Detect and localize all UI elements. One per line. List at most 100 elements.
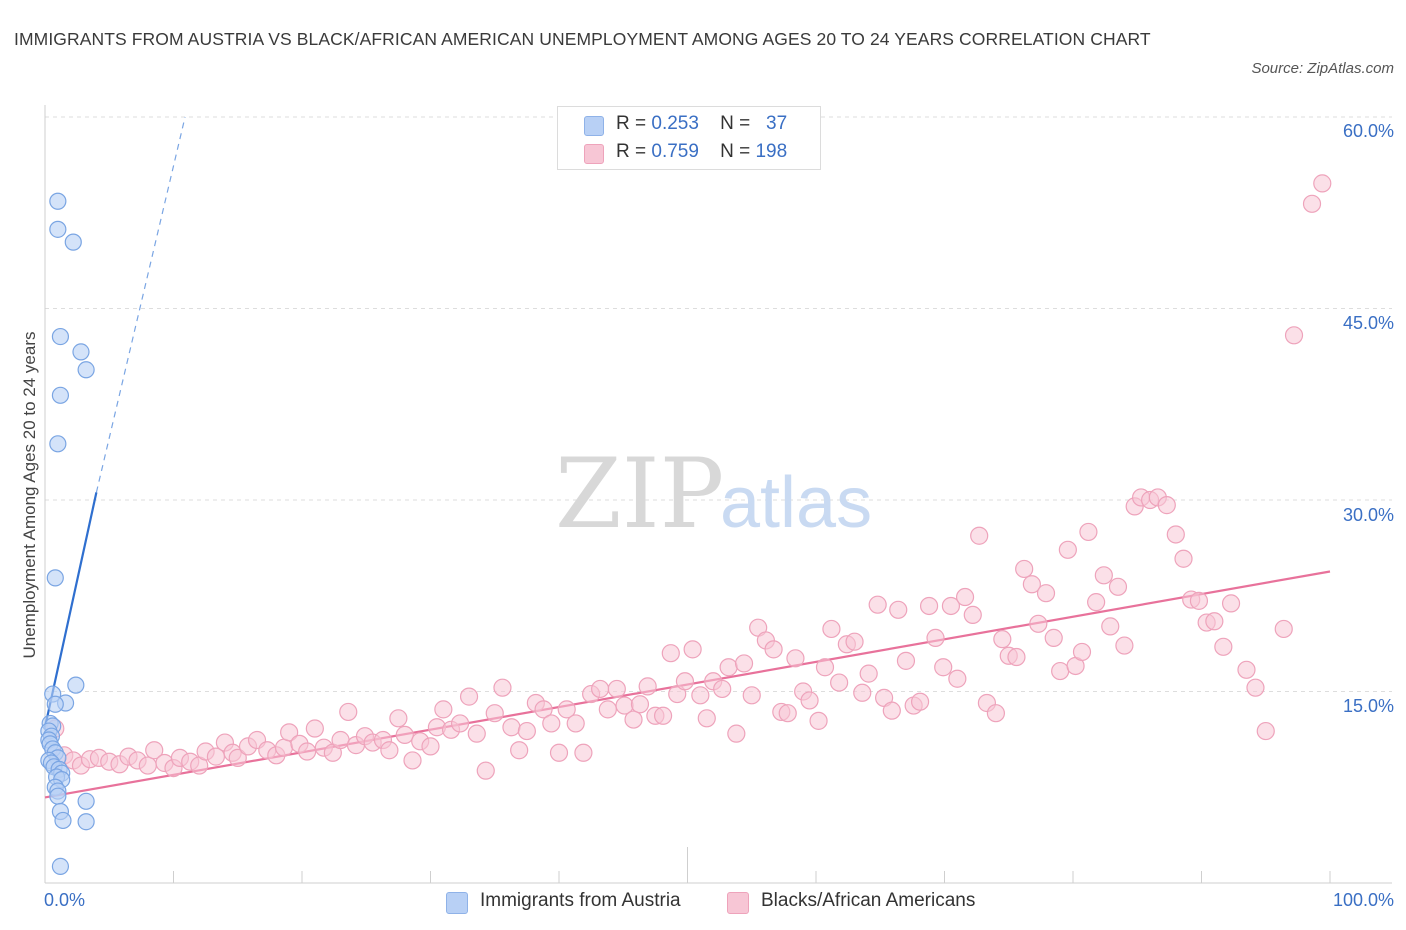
point-austria-9 — [67, 676, 85, 694]
point-black-110 — [926, 628, 945, 647]
point-black-79 — [697, 709, 716, 728]
point-black-93 — [800, 691, 819, 710]
point-black-26 — [274, 738, 294, 757]
point-black-81 — [713, 679, 732, 699]
point-black-56 — [517, 721, 536, 741]
point-black-59 — [542, 714, 561, 733]
point-black-62 — [566, 714, 585, 733]
legend-r-value-black: 0.759 — [651, 141, 699, 162]
point-black-69 — [624, 710, 643, 729]
point-black-154 — [1284, 326, 1304, 345]
point-black-27 — [280, 723, 299, 742]
point-black-73 — [653, 706, 673, 725]
point-black-155 — [1302, 194, 1322, 213]
point-black-141 — [1157, 496, 1176, 515]
point-black-71 — [638, 677, 657, 696]
point-black-94 — [809, 711, 828, 730]
legend-n-value-black: 198 — [755, 141, 788, 162]
point-black-151 — [1246, 678, 1265, 697]
point-austria-5 — [77, 361, 95, 379]
correlation-legend: R = 0.253 N = 37 R = 0.759 N = 198 — [557, 106, 821, 170]
point-black-29 — [298, 742, 317, 761]
point-black-132 — [1087, 593, 1106, 612]
series-black-african-american — [46, 174, 1332, 780]
point-black-142 — [1166, 525, 1185, 544]
point-black-100 — [853, 683, 872, 702]
point-black-97 — [830, 673, 849, 692]
legend-n-value-austria: 37 — [766, 113, 788, 134]
point-black-39 — [380, 741, 399, 760]
legend-n-label: N = — [720, 141, 751, 162]
source-label: Source: ZipAtlas.com — [1251, 60, 1394, 77]
point-black-109 — [919, 596, 939, 616]
point-black-101 — [859, 664, 878, 683]
point-black-42 — [403, 751, 422, 770]
legend-swatch-black — [584, 144, 604, 164]
point-black-55 — [510, 741, 529, 760]
point-black-51 — [476, 761, 495, 780]
point-austria-8 — [46, 569, 64, 587]
point-black-128 — [1058, 540, 1077, 559]
point-austria-1 — [49, 220, 67, 238]
legend-r-label: R = — [616, 141, 647, 162]
point-black-122 — [1015, 559, 1034, 579]
point-black-134 — [1101, 617, 1120, 636]
point-black-114 — [955, 587, 975, 607]
point-austria-6 — [51, 386, 70, 404]
point-black-66 — [598, 700, 617, 719]
point-black-123 — [1022, 575, 1041, 594]
point-black-102 — [868, 595, 887, 614]
point-black-67 — [607, 679, 626, 699]
point-austria-2 — [64, 233, 82, 251]
point-austria-34 — [54, 811, 72, 830]
legend-n-label: N = — [720, 113, 751, 134]
x-tick-100: 100.0% — [1332, 890, 1394, 910]
legend-swatch-austria — [584, 116, 604, 136]
legend-r-value-austria: 0.253 — [651, 113, 699, 134]
point-black-106 — [896, 651, 916, 670]
bottom-legend-label-austria: Immigrants from Austria — [480, 890, 681, 911]
point-black-125 — [1036, 584, 1056, 603]
point-black-82 — [719, 658, 738, 677]
point-black-153 — [1274, 619, 1293, 639]
point-black-148 — [1214, 637, 1233, 656]
point-black-112 — [941, 596, 961, 616]
point-black-44 — [421, 737, 440, 756]
point-black-147 — [1205, 612, 1224, 631]
point-black-130 — [1072, 642, 1092, 662]
point-black-78 — [691, 686, 710, 705]
point-black-143 — [1174, 549, 1193, 568]
y-tick-30: 30.0% — [1342, 505, 1394, 525]
point-black-52 — [485, 704, 504, 723]
point-black-133 — [1094, 566, 1113, 585]
point-black-63 — [574, 743, 593, 762]
point-black-58 — [534, 700, 553, 719]
point-black-85 — [742, 686, 761, 705]
point-black-115 — [963, 605, 982, 625]
point-black-21 — [228, 748, 247, 767]
point-black-135 — [1108, 577, 1128, 596]
point-black-65 — [591, 679, 610, 699]
point-black-53 — [493, 678, 512, 697]
point-black-108 — [910, 692, 930, 711]
point-black-95 — [815, 658, 835, 677]
watermark-zip: ZIP — [555, 438, 724, 550]
point-black-118 — [986, 704, 1006, 723]
chart-title: IMMIGRANTS FROM AUSTRIA VS BLACK/AFRICAN… — [14, 29, 1151, 49]
point-black-33 — [331, 730, 350, 750]
point-black-111 — [934, 658, 953, 677]
point-black-30 — [305, 719, 324, 738]
point-black-96 — [822, 619, 841, 639]
point-black-48 — [450, 714, 470, 733]
series-immigrants-from-austria — [40, 192, 95, 876]
point-black-150 — [1237, 660, 1256, 679]
point-black-61 — [557, 700, 576, 719]
point-black-10 — [138, 756, 157, 775]
trendline-austria-extension — [95, 116, 186, 493]
point-austria-7 — [49, 435, 67, 453]
point-black-119 — [993, 630, 1012, 649]
point-black-113 — [948, 669, 967, 688]
point-austria-0 — [49, 192, 67, 210]
